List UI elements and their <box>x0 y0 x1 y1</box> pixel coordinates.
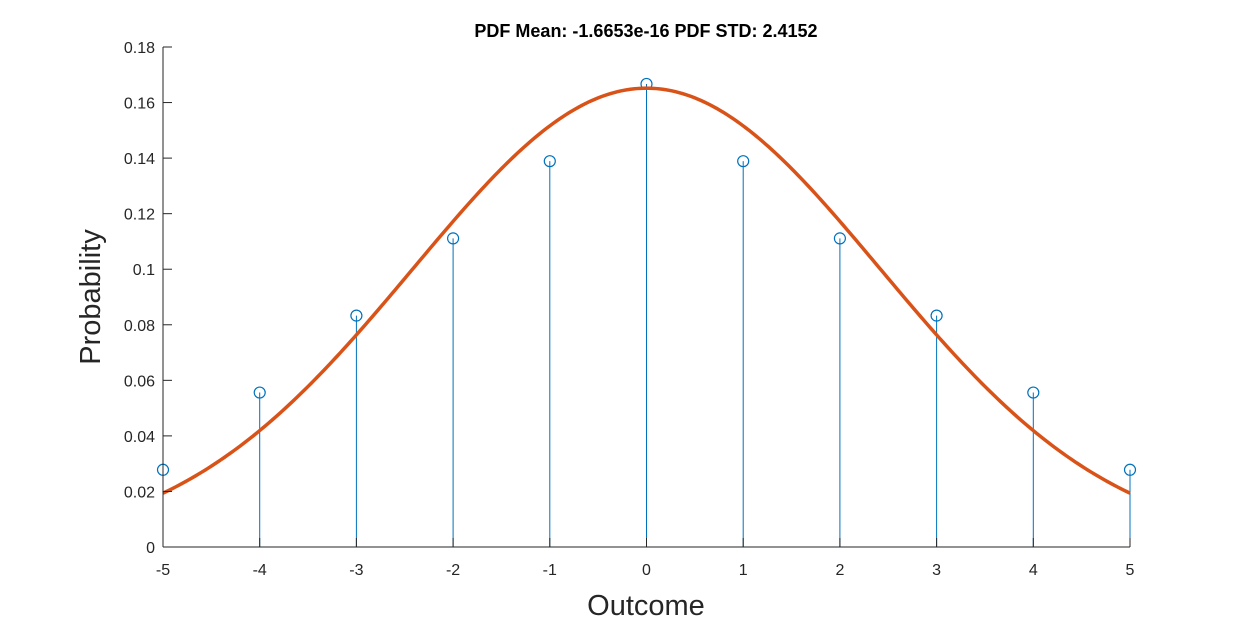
stem-marker <box>543 155 556 168</box>
x-tick-label: -5 <box>156 562 170 579</box>
x-tick-label: -1 <box>543 562 557 579</box>
x-axis-label: Outcome <box>587 590 705 622</box>
x-tick-label: 2 <box>835 562 844 579</box>
x-tick-label: 0 <box>642 562 651 579</box>
y-tick-label: 0.18 <box>124 40 155 57</box>
y-tick-label: 0.08 <box>124 318 155 335</box>
y-tick-label: 0.16 <box>124 96 155 113</box>
y-tick-label: 0.04 <box>124 429 155 446</box>
stem-marker <box>350 309 363 322</box>
stem-marker <box>833 232 847 245</box>
x-tick-label: -2 <box>446 562 460 579</box>
stem-marker <box>1027 386 1040 399</box>
tick-labels: -5 -4 -3 -2 -1 0 1 2 3 4 5 0 0.02 0.04 0.06 0.08 0.1 0.12… <box>124 40 1135 579</box>
y-tick-label: 0 <box>146 540 155 557</box>
y-axis-label: Probability <box>75 229 107 365</box>
y-tick-label: 0.06 <box>124 373 155 390</box>
x-tick-label: 5 <box>1126 562 1135 579</box>
y-tick-label: 0.14 <box>124 151 155 168</box>
x-tick-label: -4 <box>253 562 267 579</box>
pdf-curve-series <box>162 86 1131 495</box>
x-tick-label: -3 <box>349 562 363 579</box>
x-tick-label: 3 <box>932 562 941 579</box>
y-tick-label: 0.1 <box>133 262 155 279</box>
stem-marker <box>253 386 266 399</box>
stem-series <box>156 77 1137 547</box>
axes <box>162 46 1131 548</box>
stem-marker <box>447 232 460 245</box>
y-tick-label: 0.02 <box>124 484 155 501</box>
y-tick-label: 0.12 <box>124 207 155 224</box>
x-tick-label: 4 <box>1029 562 1038 579</box>
chart-title: PDF Mean: -1.6653e-16 PDF STD: 2.4152 <box>474 21 817 41</box>
x-tick-label: 1 <box>739 562 748 579</box>
stem-marker <box>737 155 750 168</box>
stem-marker <box>1123 463 1137 476</box>
stem-marker <box>930 309 943 322</box>
pdf-curve <box>162 86 1131 495</box>
